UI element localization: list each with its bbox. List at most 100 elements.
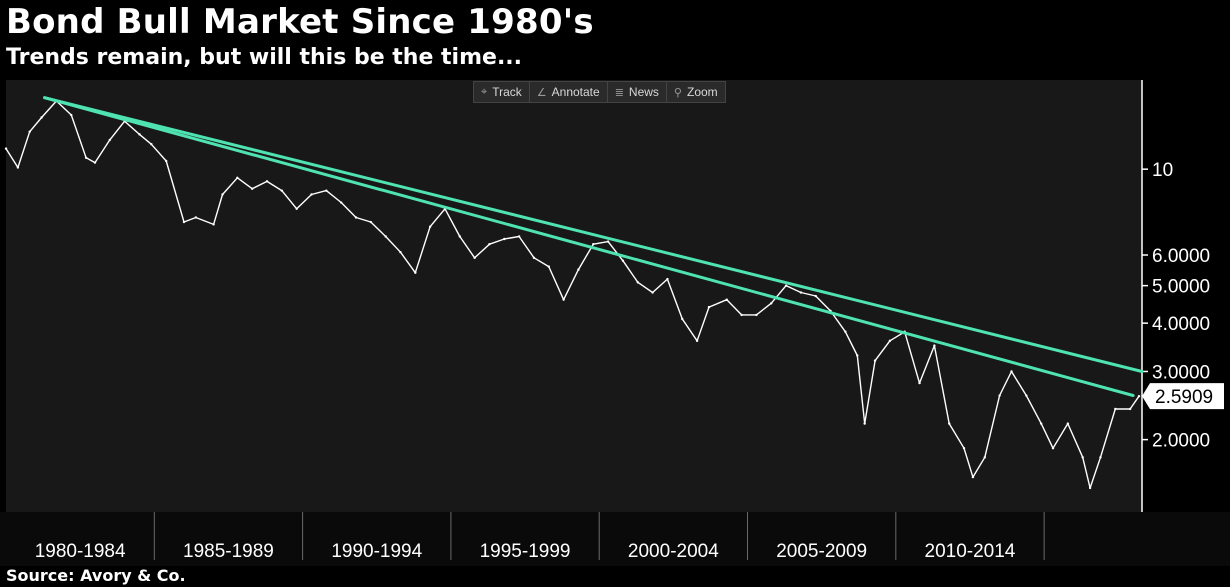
data-point	[962, 447, 966, 450]
data-point	[888, 339, 892, 343]
data-point	[212, 223, 215, 226]
track-button[interactable]: ⌖ Track	[474, 82, 530, 102]
data-point	[250, 187, 254, 190]
data-point	[369, 220, 373, 224]
data-point	[725, 298, 728, 301]
source-note: Source: Avory & Co.	[6, 566, 186, 585]
data-point	[863, 422, 866, 425]
x-tick-label: 1980-1984	[35, 541, 126, 562]
last-value-badge	[1142, 383, 1224, 410]
x-tick-label: 2005-2009	[776, 541, 867, 562]
data-point	[636, 281, 639, 284]
data-point	[354, 216, 358, 219]
data-point	[1137, 394, 1141, 398]
data-point	[339, 201, 343, 204]
data-point	[138, 133, 141, 136]
data-point	[164, 159, 168, 163]
x-tick-label: 1985-1989	[183, 541, 274, 562]
data-point	[265, 180, 269, 183]
data-point	[770, 302, 773, 305]
data-point	[325, 189, 328, 192]
data-point	[998, 394, 1001, 397]
data-point	[1088, 486, 1092, 490]
y-tick-label: 4.0000	[1152, 314, 1210, 335]
x-tick-label: 2010-2014	[925, 541, 1016, 562]
data-point	[681, 317, 684, 321]
data-point	[666, 277, 669, 281]
data-point	[108, 138, 112, 142]
data-point	[473, 256, 476, 260]
crosshair-icon: ⌖	[481, 85, 488, 98]
data-point	[755, 313, 758, 317]
annotate-label: Annotate	[551, 85, 600, 99]
y-tick-label: 6.0000	[1152, 246, 1210, 267]
data-point	[280, 189, 284, 192]
data-point	[503, 237, 506, 241]
yield-series-line	[5, 100, 1140, 489]
data-point	[150, 143, 153, 146]
annotate-button[interactable]: ∠ Annotate	[530, 82, 608, 102]
news-icon: ≣	[614, 86, 624, 99]
data-point	[532, 256, 536, 260]
data-point	[547, 265, 550, 268]
data-point	[1025, 394, 1028, 397]
data-point	[399, 251, 402, 254]
chart-toolbar: ⌖ Track ∠ Annotate ≣ News ⚲ Zoom	[473, 81, 726, 103]
data-point	[517, 235, 521, 238]
news-button[interactable]: ≣ News	[608, 82, 667, 102]
news-label: News	[628, 85, 659, 99]
data-point	[621, 259, 625, 262]
data-point	[1128, 407, 1132, 411]
data-point	[651, 291, 654, 294]
y-tick-label: 2.0000	[1152, 431, 1210, 452]
data-point	[592, 242, 595, 246]
data-point	[458, 235, 462, 238]
data-point	[93, 161, 97, 164]
data-point	[695, 339, 699, 343]
data-point	[856, 354, 859, 357]
data-point	[1114, 407, 1117, 411]
data-point	[384, 235, 387, 238]
data-point	[236, 176, 239, 179]
data-point	[194, 216, 198, 219]
data-point	[1099, 456, 1102, 459]
data-point	[918, 381, 921, 385]
data-point	[606, 240, 610, 243]
data-point	[28, 130, 31, 133]
data-point	[1010, 370, 1013, 373]
zoom-label: Zoom	[686, 85, 718, 99]
data-point	[784, 284, 788, 287]
trendline-1	[43, 96, 1144, 373]
data-point	[4, 147, 8, 150]
x-tick-label: 1990-1994	[331, 541, 422, 562]
data-point	[84, 156, 88, 159]
data-point	[16, 166, 20, 169]
x-tick-label: 1995-1999	[480, 541, 571, 562]
data-point	[1066, 422, 1070, 425]
data-point	[414, 271, 417, 274]
data-point	[221, 193, 224, 196]
y-tick-label: 3.0000	[1152, 362, 1210, 383]
y-tick-label: 5.0000	[1152, 277, 1210, 298]
pencil-icon: ∠	[536, 86, 547, 99]
page-subtitle: Trends remain, but will this be the time…	[6, 45, 523, 70]
data-point	[971, 475, 975, 479]
data-point	[310, 193, 313, 196]
x-tick-label: 2000-2004	[628, 541, 719, 562]
data-point	[40, 116, 43, 119]
track-label: Track	[492, 85, 522, 99]
zoom-button[interactable]: ⚲ Zoom	[667, 82, 725, 102]
data-point	[1039, 422, 1043, 425]
data-point	[948, 422, 951, 425]
data-point	[799, 291, 803, 294]
data-point	[295, 207, 298, 210]
data-point	[182, 220, 186, 224]
page-title: Bond Bull Market Since 1980's	[6, 2, 594, 42]
data-point	[707, 305, 711, 309]
data-point	[814, 294, 817, 298]
data-point	[428, 225, 432, 228]
data-point	[933, 344, 936, 347]
magnifier-icon: ⚲	[673, 86, 682, 99]
data-point	[1081, 456, 1084, 459]
